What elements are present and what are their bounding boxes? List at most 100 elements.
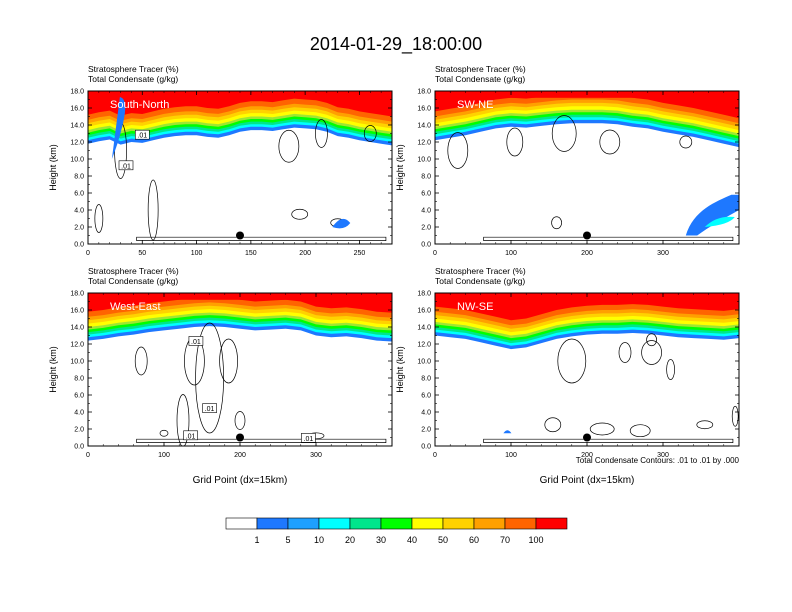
condensate-contour <box>483 236 734 241</box>
condensate-contour <box>234 411 246 430</box>
x-tick-label: 0 <box>86 250 90 257</box>
y-tick-label: 8.0 <box>74 174 84 181</box>
y-tick-label: 6.0 <box>74 393 84 400</box>
location-marker <box>583 231 591 240</box>
panels-group: .01 .01 South-North 0.0 2.0 4.0 6.0 8.0 10.0 12.0… <box>48 64 740 486</box>
y-tick-label: 10.0 <box>70 157 84 164</box>
condensate-contour <box>544 417 562 433</box>
y-tick-label: 6.0 <box>421 393 431 400</box>
colorbar-box <box>287 517 320 530</box>
y-tick-label: 16.0 <box>70 106 84 113</box>
tracer-blue-patch <box>332 218 351 229</box>
location-marker <box>236 231 244 240</box>
chart-panel-1: .01 .01 South-North 0.0 2.0 4.0 6.0 8.0 10.0 12.0… <box>48 64 393 257</box>
panel-label: SW-NE <box>457 99 493 111</box>
colorbar-label: 40 <box>407 535 417 545</box>
y-tick-label: 0.0 <box>74 242 84 249</box>
condensate-contour <box>618 342 632 363</box>
condensate-contour <box>291 208 309 220</box>
y-tick-label: 4.0 <box>74 208 84 215</box>
x-tick-label: 100 <box>158 452 170 459</box>
contour-label-box <box>134 129 150 140</box>
condensate-contour <box>646 333 657 347</box>
colorbar-box <box>380 517 413 530</box>
y-tick-label: 12.0 <box>417 140 431 147</box>
y-tick-label: 6.0 <box>74 191 84 198</box>
y-tick-label: 8.0 <box>74 376 84 383</box>
y-tick-label: 18.0 <box>417 291 431 298</box>
panel-title-line2: Total Condensate (g/kg) <box>435 276 525 286</box>
y-tick-label: 8.0 <box>421 376 431 383</box>
condensate-contour <box>195 322 224 434</box>
plot-area: .01 .01 <box>88 91 392 244</box>
y-tick-label: 14.0 <box>417 325 431 332</box>
y-axis-label: Height (km) <box>395 144 405 191</box>
tracer-blue-patch <box>503 430 512 434</box>
colorbar-label: 100 <box>528 535 543 545</box>
chart-panel-3: .01 .01 .01 .01 West-East 0.0 2.0 4.0 6.0 8.0 10.0… <box>48 266 393 486</box>
y-tick-label: 0.0 <box>74 444 84 451</box>
x-tick-label: 200 <box>581 250 593 257</box>
y-tick-label: 14.0 <box>70 325 84 332</box>
x-tick-label: 150 <box>245 250 257 257</box>
condensate-contour <box>134 346 148 376</box>
condensate-contour <box>629 424 651 438</box>
x-tick-label: 200 <box>299 250 311 257</box>
colorbar-box <box>349 517 382 530</box>
colorbar-box <box>535 517 568 530</box>
colorbar: 1 5 10 20 30 40 50 60 70 100 <box>225 517 568 545</box>
plot-area <box>435 91 739 244</box>
y-axis-label: Height (km) <box>395 346 405 393</box>
contour-label-box <box>202 403 217 413</box>
y-tick-label: 12.0 <box>417 342 431 349</box>
y-tick-label: 10.0 <box>417 157 431 164</box>
y-axis-label: Height (km) <box>48 346 58 393</box>
y-tick-label: 4.0 <box>74 410 84 417</box>
y-tick-label: 6.0 <box>421 191 431 198</box>
condensate-contour <box>136 236 387 241</box>
condensate-contour <box>363 125 377 142</box>
colorbar-label: 50 <box>438 535 448 545</box>
condensate-contour <box>176 394 190 446</box>
colorbar-label: 5 <box>285 535 290 545</box>
condensate-contour <box>483 438 734 443</box>
figure-title: 2014-01-29_18:00:00 <box>310 34 482 55</box>
colorbar-box <box>442 517 475 530</box>
y-tick-label: 2.0 <box>74 225 84 232</box>
contour-note: Total Condensate Contours: .01 to .01 by… <box>576 456 740 465</box>
x-tick-label: 200 <box>581 452 593 459</box>
chart-panel-2: SW-NE 0.0 2.0 4.0 6.0 8.0 10.0 12.0 14.0 16.0 18.0… <box>395 64 740 257</box>
colorbar-box <box>256 517 289 530</box>
contour-label: .01 <box>121 163 131 170</box>
y-tick-label: 2.0 <box>421 225 431 232</box>
colorbar-label: 30 <box>376 535 386 545</box>
y-tick-label: 12.0 <box>70 342 84 349</box>
colorbar-label: 20 <box>345 535 355 545</box>
plot-area <box>435 293 739 446</box>
x-tick-label: 100 <box>505 452 517 459</box>
condensate-contour <box>278 129 300 163</box>
colorbar-box <box>318 517 351 530</box>
x-tick-label: 0 <box>433 250 437 257</box>
y-tick-label: 2.0 <box>421 427 431 434</box>
x-tick-label: 300 <box>310 452 322 459</box>
condensate-contour <box>679 135 693 149</box>
condensate-contour <box>147 179 159 241</box>
tracer-cyan-patch <box>704 216 735 227</box>
contour-label: .01 <box>205 406 215 413</box>
contour-label-box <box>183 430 198 441</box>
condensate-contour <box>159 429 169 437</box>
location-marker <box>236 433 244 442</box>
condensate-contour <box>551 115 577 152</box>
x-tick-label: 100 <box>191 250 203 257</box>
panel-title-line2: Total Condensate (g/kg) <box>435 74 525 84</box>
condensate-contour <box>447 132 469 169</box>
condensate-contour <box>315 119 328 148</box>
y-tick-label: 12.0 <box>70 140 84 147</box>
y-tick-label: 0.0 <box>421 242 431 249</box>
x-tick-label: 0 <box>433 452 437 459</box>
condensate-contour <box>731 405 739 427</box>
x-tick-label: 100 <box>505 250 517 257</box>
colorbar-label: 10 <box>314 535 324 545</box>
